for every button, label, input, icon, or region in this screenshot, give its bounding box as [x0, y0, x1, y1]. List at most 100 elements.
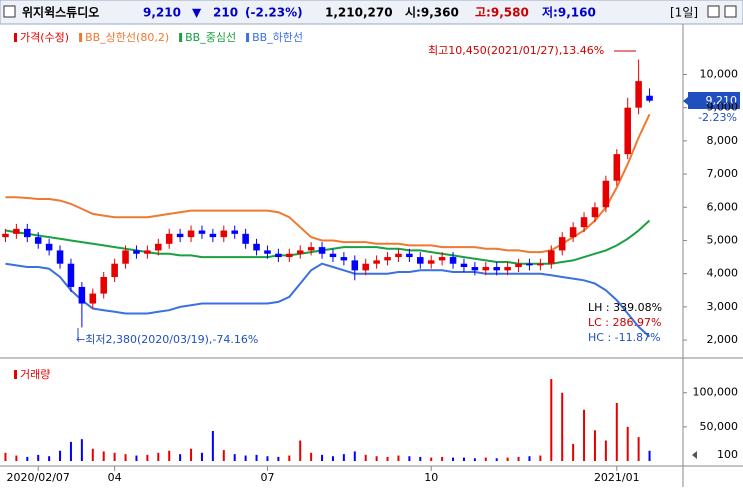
volume-bar	[190, 448, 193, 461]
legend-swatch	[246, 33, 250, 42]
volume-bar	[648, 450, 651, 461]
x-tick-label: 2021/01	[594, 471, 640, 484]
high: 고:9,580	[475, 6, 529, 20]
candle-body	[56, 250, 64, 264]
price-marker	[683, 97, 688, 105]
volume-bar	[561, 392, 564, 461]
volume-bar	[593, 430, 596, 461]
volume-bar	[222, 450, 225, 461]
lh-annotation: LH : 339.08%	[588, 301, 662, 314]
candle-body	[296, 250, 304, 254]
volume-bar	[135, 455, 138, 461]
volume-bar	[462, 457, 465, 461]
volume-bar	[80, 439, 83, 461]
candle-body	[318, 247, 326, 254]
candle-body	[34, 237, 42, 244]
volume-bar	[244, 455, 247, 461]
candle-body	[406, 253, 413, 258]
volume-bar	[310, 452, 313, 461]
candle-body	[427, 260, 435, 264]
volume-bar	[550, 379, 553, 461]
volume-bar	[375, 456, 378, 461]
legend-label: BB_중심선	[185, 31, 236, 44]
lc-annotation: LC : 286.97%	[588, 316, 661, 329]
candle-body	[493, 267, 500, 271]
candle-body	[209, 233, 217, 238]
volume-bar	[528, 456, 531, 461]
x-tick-label: 07	[260, 471, 274, 484]
volume-bar	[484, 457, 487, 461]
volume-bar	[4, 452, 7, 461]
maximize-button[interactable]	[707, 5, 720, 18]
volume-bar	[299, 440, 302, 461]
volume-bar	[583, 409, 586, 461]
volume-bar	[397, 455, 400, 461]
candle-body	[340, 257, 348, 261]
unit-marker	[692, 451, 697, 459]
x-tick-label: 10	[424, 471, 438, 484]
candle-body	[242, 233, 249, 244]
volume-bar	[473, 458, 476, 461]
volume-bar	[37, 454, 40, 461]
legend-label: BB_상한선(80,2)	[85, 31, 169, 44]
candle-body	[417, 257, 424, 264]
candle-body	[24, 228, 31, 238]
volume-bar	[452, 457, 455, 461]
candle-body	[111, 263, 118, 277]
candle-body	[45, 243, 53, 251]
y-tick-label: 7,000	[707, 167, 739, 180]
band-line	[5, 219, 651, 265]
volume-bar	[572, 443, 575, 461]
candle-body	[13, 228, 20, 234]
candle-body	[537, 263, 544, 266]
candle-body	[591, 207, 599, 218]
price-tag-box	[688, 92, 740, 109]
candle-body	[526, 263, 533, 266]
candle-body	[351, 260, 359, 271]
volume-unit: 100	[717, 448, 738, 461]
candle-body	[307, 247, 315, 251]
stock-name: 위지윅스튜디오	[22, 5, 99, 20]
candle-body	[580, 217, 588, 228]
legend-swatch	[14, 370, 17, 379]
candle-body	[2, 233, 9, 238]
change-pct: (-2.23%)	[245, 6, 303, 20]
legend-swatch	[14, 33, 17, 42]
candle-body	[558, 237, 566, 251]
volume-bar	[146, 454, 149, 461]
candle-body	[548, 250, 555, 264]
volume-bar	[637, 437, 640, 461]
volume-bar	[364, 454, 367, 461]
candle-body	[373, 260, 380, 264]
volume-bar	[626, 426, 629, 461]
y-tick-label: 50,000	[700, 420, 739, 433]
volume-bar	[331, 456, 334, 461]
volume-bar	[386, 456, 389, 461]
candle-body	[515, 263, 522, 268]
change: 210	[213, 6, 238, 20]
period[interactable]: [1일]	[670, 6, 698, 20]
candle-body	[67, 263, 75, 287]
legend-label: 거래량	[20, 368, 50, 381]
y-tick-label: 10,000	[700, 67, 739, 80]
candle-body	[384, 257, 391, 261]
candle-body	[144, 250, 151, 254]
candle-body	[165, 233, 173, 244]
volume-bar	[91, 448, 94, 461]
candle-body	[460, 263, 468, 268]
volume-bar	[321, 454, 324, 461]
price: 9,210	[143, 6, 181, 20]
y-tick-label: 9,000	[707, 101, 739, 114]
volume-bar	[211, 430, 214, 461]
candle-body	[187, 230, 195, 238]
arrow: ▼	[192, 6, 202, 20]
candle-body	[635, 81, 642, 108]
candle-body	[155, 243, 162, 251]
candle-body	[231, 230, 238, 234]
candle-body	[286, 253, 293, 258]
y-tick-label: 100,000	[693, 386, 739, 399]
close-button[interactable]	[724, 5, 737, 18]
candle-body	[100, 276, 107, 294]
checkbox[interactable]	[3, 5, 16, 18]
